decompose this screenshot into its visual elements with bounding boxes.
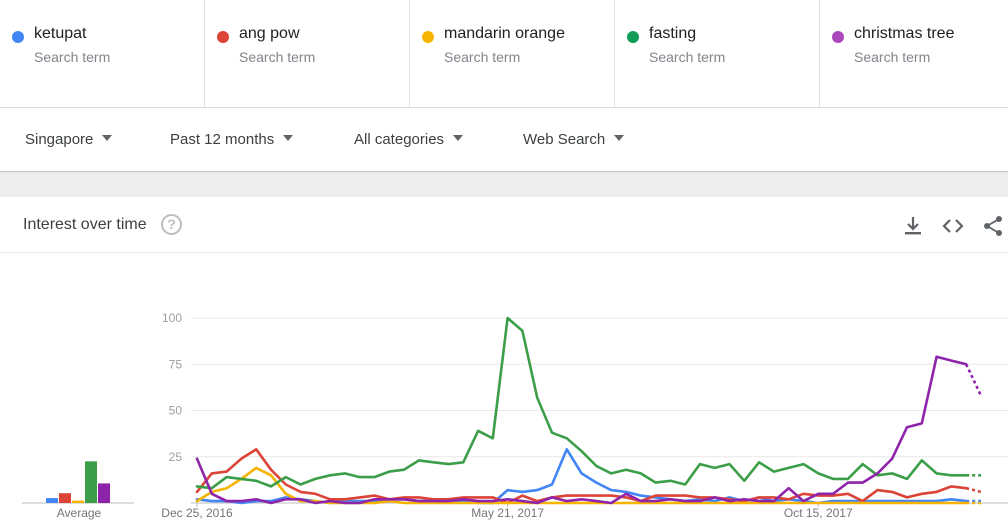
search-terms-bar: ketupat Search term ang pow Search term … (0, 0, 1008, 108)
help-circle-icon[interactable]: ? (161, 214, 182, 235)
search-term-subtitle: Search term (854, 49, 931, 65)
interest-line-chart: 100 75 50 25 Dec 25, 2016 May 21, 2017 Oct 15,… (161, 311, 1008, 520)
search-term-name: mandarin orange (444, 25, 565, 42)
line-series-ang-pow[interactable] (195, 448, 968, 505)
interest-over-time-card: Interest over time ? Average 100 75 50 25 De… (0, 197, 1008, 530)
filters-bar: Singapore Past 12 months All categories … (0, 108, 1008, 172)
region-label: Singapore (25, 131, 94, 148)
search-term-name: ketupat (34, 25, 87, 42)
x-tick-label: May 21, 2017 (471, 506, 544, 520)
category-dropdown[interactable]: All categories (354, 131, 464, 148)
search-term-subtitle: Search term (239, 49, 316, 65)
line-series-partial-christmas-tree (965, 363, 983, 397)
search-term-mandarin-orange[interactable]: mandarin orange Search term (410, 0, 615, 108)
average-bar-fasting[interactable] (85, 461, 97, 503)
series-color-dot (12, 31, 24, 43)
line-series-fasting[interactable] (195, 316, 968, 490)
embed-code-icon[interactable] (941, 214, 965, 238)
region-dropdown[interactable]: Singapore (25, 131, 113, 148)
category-label: All categories (354, 131, 445, 148)
average-bar-christmas-tree[interactable] (98, 483, 110, 503)
y-tick-label: 100 (162, 311, 182, 325)
line-series-partial-ang-pow (965, 486, 982, 494)
search-term-subtitle: Search term (34, 49, 111, 65)
card-title: Interest over time (23, 216, 147, 233)
search-term-ang-pow[interactable]: ang pow Search term (205, 0, 410, 108)
caret-down-icon (614, 135, 625, 141)
y-tick-label: 75 (169, 357, 183, 371)
time-range-label: Past 12 months (170, 131, 275, 148)
x-tick-label: Oct 15, 2017 (784, 506, 853, 520)
series-color-dot (217, 31, 229, 43)
average-label: Average (57, 506, 102, 520)
search-term-name: ang pow (239, 25, 300, 42)
card-header: Interest over time ? (0, 197, 1008, 253)
caret-down-icon (283, 135, 294, 141)
average-bar-mandarin-orange[interactable] (72, 500, 84, 503)
search-term-name: christmas tree (854, 25, 955, 42)
caret-down-icon (102, 135, 113, 141)
series-color-dot (832, 31, 844, 43)
search-term-ketupat[interactable]: ketupat Search term (0, 0, 205, 108)
x-tick-label: Dec 25, 2016 (161, 506, 233, 520)
search-type-dropdown[interactable]: Web Search (523, 131, 625, 148)
average-bar-ketupat[interactable] (46, 498, 58, 503)
y-tick-label: 50 (169, 404, 183, 418)
series-color-dot (422, 31, 434, 43)
section-separator (0, 174, 1008, 197)
download-icon[interactable] (901, 214, 925, 238)
search-term-subtitle: Search term (444, 49, 521, 65)
caret-down-icon (453, 135, 464, 141)
share-icon[interactable] (981, 214, 1005, 238)
series-color-dot (627, 31, 639, 43)
time-range-dropdown[interactable]: Past 12 months (170, 131, 294, 148)
search-term-subtitle: Search term (649, 49, 726, 65)
average-bar-ang-pow[interactable] (59, 493, 71, 503)
search-term-fasting[interactable]: fasting Search term (615, 0, 820, 108)
search-type-label: Web Search (523, 131, 606, 148)
average-bar-chart: Average (22, 461, 134, 520)
y-tick-label: 25 (169, 450, 183, 464)
line-series-christmas-tree[interactable] (195, 355, 968, 505)
search-term-christmas-tree[interactable]: christmas tree Search term (820, 0, 1008, 108)
search-term-name: fasting (649, 25, 697, 42)
